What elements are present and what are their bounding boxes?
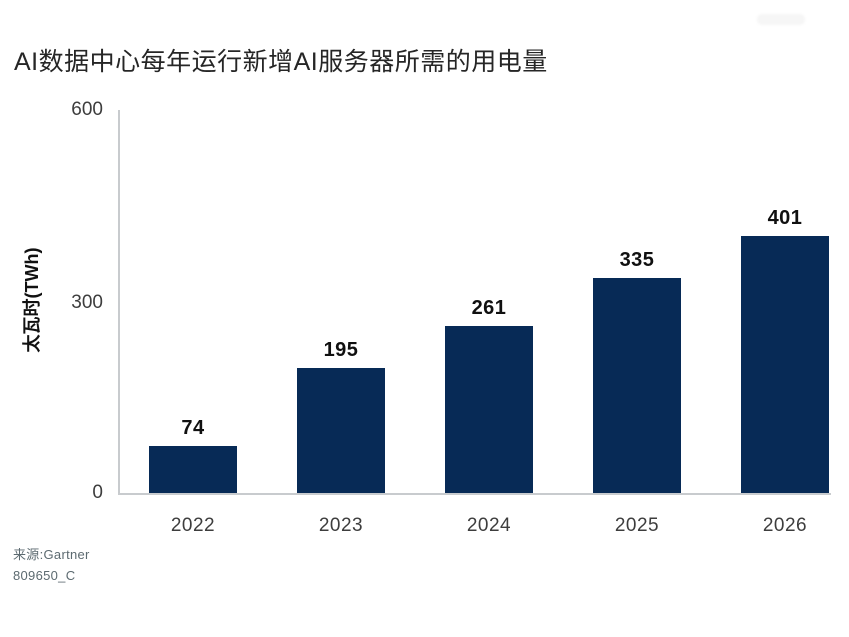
- source-line: 来源:Gartner: [13, 547, 90, 562]
- faint-watermark: [757, 14, 805, 25]
- source-note: 来源:Gartner 809650_C: [13, 544, 90, 586]
- bar-group-2024: 261: [445, 297, 533, 493]
- bar-value-label: 261: [471, 297, 507, 319]
- x-tick-label-2022: 2022: [170, 515, 216, 536]
- bar-group-2023: 195: [297, 339, 385, 493]
- bar-value-label: 335: [619, 249, 655, 271]
- y-tick-label-300: 300: [71, 292, 103, 313]
- chart-title: AI数据中心每年运行新增AI服务器所需的用电量: [14, 48, 548, 76]
- y-tick-label-600: 600: [71, 99, 103, 120]
- x-tick-label-2023: 2023: [318, 515, 364, 536]
- bar-group-2022: 74: [149, 417, 237, 493]
- y-axis-title: 太瓦时(TWh): [22, 247, 42, 353]
- bar-value-label: 74: [181, 417, 205, 439]
- x-axis-labels: 2022 2023 2024 2025 2026: [120, 515, 831, 537]
- bar: [149, 446, 237, 493]
- bar: [445, 326, 533, 493]
- y-tick-label-0: 0: [92, 482, 103, 503]
- x-tick-label-2026: 2026: [762, 515, 808, 536]
- x-tick-label-2025: 2025: [614, 515, 660, 536]
- bars-container: 74 195 261 335 401: [120, 110, 831, 493]
- plot-area: 74 195 261 335 401: [118, 110, 831, 495]
- bar: [741, 236, 829, 493]
- x-tick-label-2024: 2024: [466, 515, 512, 536]
- bar-group-2026: 401: [741, 207, 829, 493]
- source-code: 809650_C: [13, 568, 76, 583]
- bar: [297, 368, 385, 493]
- bar-group-2025: 335: [593, 249, 681, 493]
- bar-value-label: 195: [323, 339, 359, 361]
- bar: [593, 278, 681, 493]
- bar-value-label: 401: [767, 207, 803, 229]
